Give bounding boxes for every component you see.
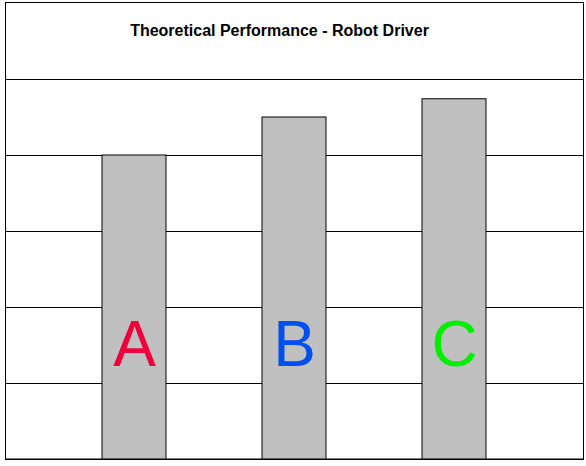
svg-text:A: A <box>113 308 156 380</box>
svg-text:B: B <box>273 308 316 380</box>
svg-text:Theoretical Performance - Robo: Theoretical Performance - Robot Driver <box>130 22 429 39</box>
svg-text:C: C <box>431 308 477 380</box>
